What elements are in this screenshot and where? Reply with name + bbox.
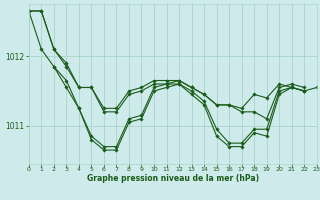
X-axis label: Graphe pression niveau de la mer (hPa): Graphe pression niveau de la mer (hPa) — [87, 174, 259, 183]
